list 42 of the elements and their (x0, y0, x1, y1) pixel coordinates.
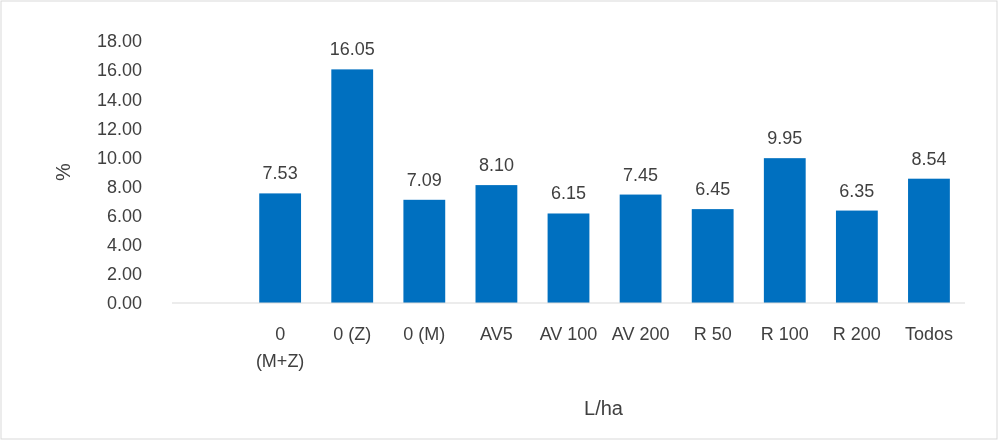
y-tick-label: 14.00 (96, 89, 142, 110)
y-axis-title: % (52, 162, 74, 181)
x-tick-label: 0 (M) (403, 324, 446, 344)
x-axis-title: L/ha (584, 397, 624, 419)
data-label: 8.54 (911, 148, 947, 169)
bar (908, 178, 950, 303)
y-tick-label: 0.00 (106, 293, 142, 314)
data-label: 7.53 (262, 163, 298, 184)
bar (835, 210, 878, 303)
data-label: 8.10 (478, 155, 514, 176)
y-tick-label: 12.00 (96, 118, 142, 139)
bar (763, 158, 806, 303)
data-label: 9.95 (767, 128, 803, 149)
y-tick-label: 16.00 (96, 60, 142, 81)
bar (403, 199, 446, 303)
y-tick-label: 2.00 (106, 264, 142, 285)
bar (547, 213, 590, 303)
data-label: 16.05 (329, 39, 375, 60)
y-tick-label: 6.00 (106, 205, 142, 226)
bar (475, 185, 518, 303)
x-tick-label: AV 200 (611, 324, 670, 344)
data-label: 6.45 (695, 179, 731, 200)
data-label: 6.15 (550, 183, 587, 204)
x-tick-label: R 50 (693, 324, 732, 344)
y-tick-label: 10.00 (96, 147, 142, 168)
bar (331, 69, 374, 303)
x-tick-label: AV 100 (539, 324, 598, 344)
x-tick-label: R 100 (760, 324, 809, 344)
data-label: 7.45 (623, 164, 659, 185)
data-label: 7.09 (406, 169, 442, 190)
bar (259, 193, 302, 303)
bar (619, 194, 662, 303)
x-tick-label: R 200 (832, 324, 881, 344)
y-tick-label: 18.00 (96, 31, 142, 52)
x-tick-label: 0 (M+Z) (255, 324, 305, 371)
y-tick-label: 4.00 (106, 235, 142, 256)
x-tick-label: Todos (904, 324, 953, 344)
bar (691, 209, 734, 303)
x-tick-label: AV5 (480, 324, 513, 344)
y-tick-label: 8.00 (106, 176, 142, 197)
x-tick-label: 0 (Z) (333, 324, 372, 344)
data-label: 6.35 (839, 180, 875, 201)
